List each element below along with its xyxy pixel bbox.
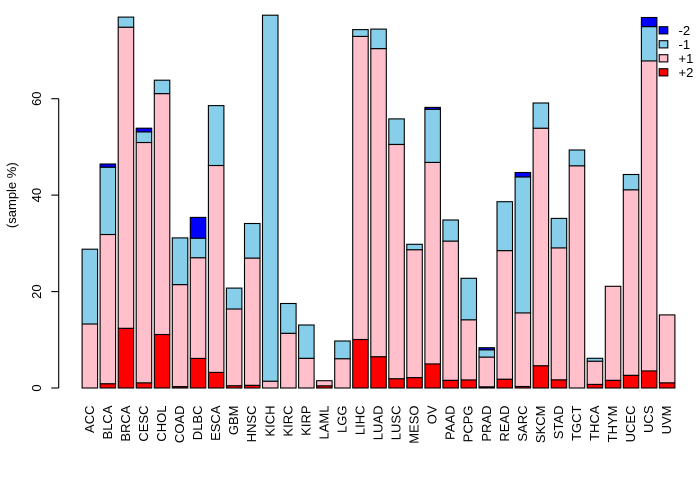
svg-text:LUSC: LUSC xyxy=(389,406,404,441)
svg-text:SKCM: SKCM xyxy=(533,406,548,444)
svg-text:GBM: GBM xyxy=(226,406,241,436)
svg-text:UVM: UVM xyxy=(659,406,674,435)
svg-text:UCS: UCS xyxy=(641,405,656,433)
svg-text:COAD: COAD xyxy=(172,406,187,444)
svg-text:STAD: STAD xyxy=(551,406,566,440)
svg-text:LUAD: LUAD xyxy=(371,406,386,441)
svg-text:LAML: LAML xyxy=(316,406,331,440)
svg-text:KIRP: KIRP xyxy=(298,406,313,436)
svg-text:KICH: KICH xyxy=(262,406,277,437)
svg-text:HNSC: HNSC xyxy=(244,406,259,443)
svg-text:(sample %): (sample %) xyxy=(4,162,19,228)
svg-text:OV: OV xyxy=(425,405,440,424)
svg-text:THCA: THCA xyxy=(587,405,602,441)
svg-text:THYM: THYM xyxy=(605,406,620,443)
svg-text:UCEC: UCEC xyxy=(623,406,638,443)
svg-text:READ: READ xyxy=(497,406,512,442)
svg-text:SARC: SARC xyxy=(515,406,530,442)
svg-text:40: 40 xyxy=(29,188,44,202)
svg-text:DLBC: DLBC xyxy=(190,406,205,441)
svg-text:LGG: LGG xyxy=(334,406,349,433)
svg-text:KIRC: KIRC xyxy=(280,406,295,437)
svg-text:LIHC: LIHC xyxy=(353,406,368,436)
svg-text:ACC: ACC xyxy=(82,406,97,433)
svg-text:0: 0 xyxy=(29,384,44,391)
svg-text:ESCA: ESCA xyxy=(208,405,223,441)
svg-text:+2: +2 xyxy=(679,65,694,80)
svg-text:BRCA: BRCA xyxy=(118,405,133,441)
svg-text:PAAD: PAAD xyxy=(443,406,458,440)
svg-text:PCPG: PCPG xyxy=(461,406,476,443)
svg-text:TGCT: TGCT xyxy=(569,405,584,440)
svg-text:PRAD: PRAD xyxy=(479,406,494,442)
svg-text:MESO: MESO xyxy=(407,406,422,444)
svg-text:-2: -2 xyxy=(679,23,691,38)
svg-text:BLCA: BLCA xyxy=(100,405,115,439)
svg-text:-1: -1 xyxy=(679,37,691,52)
svg-text:+1: +1 xyxy=(679,51,694,66)
svg-text:20: 20 xyxy=(29,284,44,298)
svg-text:60: 60 xyxy=(29,91,44,105)
svg-text:CESC: CESC xyxy=(136,406,151,442)
svg-text:CHOL: CHOL xyxy=(154,406,169,442)
